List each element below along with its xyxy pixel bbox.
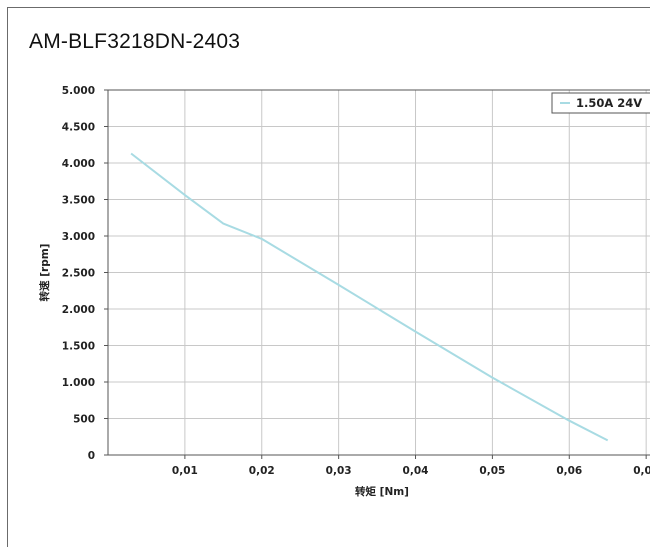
y-axis-ticks: 5.000 4.500 4.000 3.500 3.000 2.500 2.000 1.500… bbox=[62, 85, 108, 462]
x-tick-label: 0,07 bbox=[633, 465, 650, 477]
y-tick-label: 2.000 bbox=[62, 304, 95, 316]
y-tick-label: 500 bbox=[73, 414, 95, 426]
y-tick-label: 3.000 bbox=[62, 231, 95, 243]
x-tick-label: 0,03 bbox=[326, 465, 352, 477]
y-tick-label: 4.500 bbox=[62, 122, 95, 134]
x-axis-ticks: 0,010,020,030,040,050,060,070,0 bbox=[172, 455, 650, 477]
x-tick-label: 0,06 bbox=[556, 465, 582, 477]
legend-label: 1.50A 24V bbox=[576, 96, 642, 110]
chart-frame bbox=[7, 7, 650, 547]
y-tick-label: 4.000 bbox=[62, 158, 95, 170]
grid-lines bbox=[108, 89, 650, 456]
y-tick-label: 5.000 bbox=[62, 85, 95, 97]
y-tick-label: 1.000 bbox=[62, 377, 95, 389]
y-tick-label: 0 bbox=[88, 450, 95, 462]
y-tick-label: 3.500 bbox=[62, 195, 95, 207]
legend-box bbox=[551, 92, 650, 114]
x-axis-label: 转矩 [Nm] bbox=[355, 485, 409, 498]
y-axis-label: 转速 [rpm] bbox=[38, 244, 51, 302]
x-tick-label: 0,01 bbox=[172, 465, 198, 477]
y-tick-label: 1.500 bbox=[62, 341, 95, 353]
chart-title: AM-BLF3218DN-2403 bbox=[29, 30, 241, 53]
x-tick-label: 0,02 bbox=[249, 465, 275, 477]
legend: 1.50A 24V bbox=[551, 92, 650, 114]
data-series bbox=[130, 152, 609, 442]
series-line bbox=[130, 152, 609, 442]
x-tick-label: 0,04 bbox=[403, 465, 429, 477]
y-tick-label: 2.500 bbox=[62, 268, 95, 280]
x-tick-label: 0,05 bbox=[479, 465, 505, 477]
